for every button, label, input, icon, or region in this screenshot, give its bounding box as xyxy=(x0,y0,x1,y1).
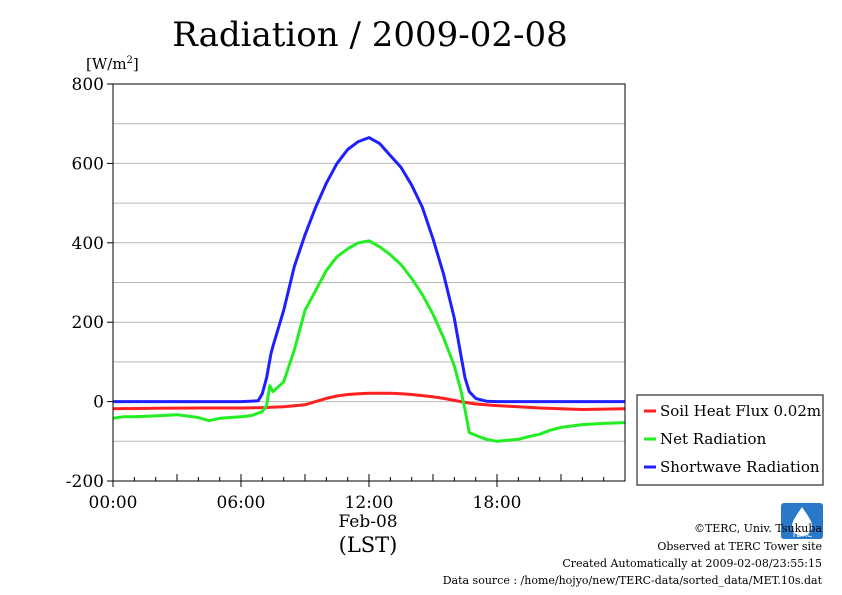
legend: Soil Heat Flux 0.02m Net Radiation Shortwa… xyxy=(636,394,824,486)
x-tick-label: 18:00 xyxy=(473,493,522,513)
legend-entry: Net Radiation xyxy=(660,430,767,448)
x-tick-label: 00:00 xyxy=(89,493,138,513)
water-drop-icon xyxy=(792,507,812,536)
x-axis-date-label: Feb-08 xyxy=(338,512,397,532)
observation-site-text: Observed at TERC Tower site xyxy=(657,540,822,553)
legend-entry: Soil Heat Flux 0.02m xyxy=(660,402,821,420)
y-tick-label: 600 xyxy=(72,154,104,174)
series-line xyxy=(113,136,625,404)
y-axis-label: [W/m2] xyxy=(86,55,139,73)
series-layer xyxy=(113,136,625,443)
chart-title: Radiation / 2009-02-08 xyxy=(172,15,568,55)
grid-lines xyxy=(113,123,625,481)
x-axis-unit-label: (LST) xyxy=(339,533,398,557)
data-source-text: Data source : /home/hojyo/new/TERC-data/… xyxy=(443,574,823,587)
series-line xyxy=(113,239,625,443)
y-tick-label: 200 xyxy=(72,313,104,333)
terc-logo: TERC xyxy=(781,503,823,539)
y-tick-label: 0 xyxy=(93,393,104,413)
legend-entry: Shortwave Radiation xyxy=(660,458,820,476)
y-tick-label: 800 xyxy=(72,75,104,95)
x-axis-ticks: 00:00 06:00 12:00 18:00 xyxy=(89,481,522,513)
created-timestamp-text: Created Automatically at 2009-02-08/23:5… xyxy=(562,557,822,570)
series-line xyxy=(113,391,625,411)
y-tick-label: -200 xyxy=(66,472,104,492)
x-tick-label: 12:00 xyxy=(345,493,394,513)
legend-box xyxy=(636,394,824,486)
x-tick-label: 06:00 xyxy=(217,493,266,513)
logo-text: TERC xyxy=(791,530,813,539)
copyright-text: ©TERC, Univ. Tsukuba xyxy=(694,522,822,535)
y-axis-ticks: -200 0 200 400 600 800 xyxy=(66,75,113,492)
y-tick-label: 400 xyxy=(72,234,104,254)
